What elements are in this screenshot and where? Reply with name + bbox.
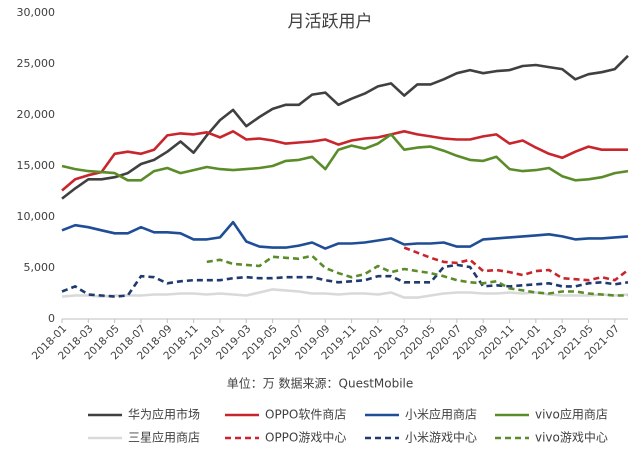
legend-label: vivo应用商店 bbox=[535, 407, 608, 422]
y-tick-label: 30,000 bbox=[17, 6, 56, 19]
legend-label: 小米应用商店 bbox=[405, 407, 477, 422]
legend-label: 三星应用商店 bbox=[128, 430, 200, 445]
series-line bbox=[61, 54, 629, 200]
legend-label: 小米游戏中心 bbox=[405, 430, 477, 445]
legend-label: OPPO游戏中心 bbox=[265, 430, 346, 445]
y-tick-label: 10,000 bbox=[17, 210, 56, 223]
series-line bbox=[403, 246, 629, 282]
y-tick-label: 20,000 bbox=[17, 108, 56, 121]
y-tick-label: 0 bbox=[48, 312, 55, 325]
series-line bbox=[61, 133, 629, 182]
y-tick-label: 5,000 bbox=[24, 261, 56, 274]
series-line bbox=[61, 130, 628, 192]
y-tick-label: 25,000 bbox=[17, 57, 56, 70]
series-line bbox=[61, 220, 629, 250]
legend-label: vivo游戏中心 bbox=[535, 430, 608, 445]
legend-label: OPPO软件商店 bbox=[265, 407, 346, 422]
chart-note: 单位：万 数据来源：QuestMobile bbox=[227, 376, 414, 391]
chart-title: 月活跃用户 bbox=[288, 12, 373, 32]
series-line bbox=[206, 254, 628, 297]
legend-label: 华为应用市场 bbox=[128, 407, 200, 422]
y-tick-label: 15,000 bbox=[17, 159, 56, 172]
